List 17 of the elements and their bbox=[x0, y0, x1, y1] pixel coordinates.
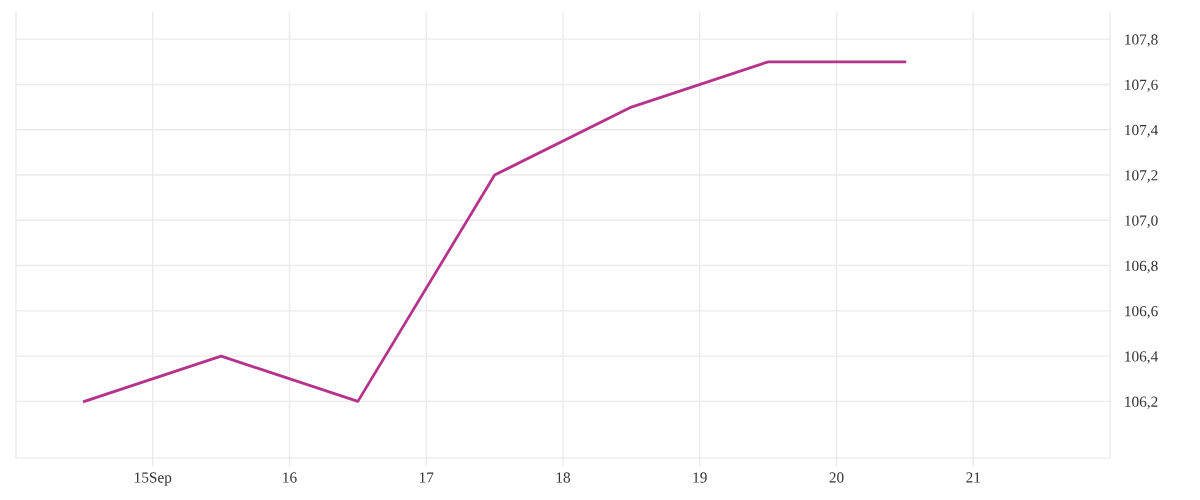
y-tick-label: 107,6 bbox=[1125, 79, 1158, 93]
x-tick-label: 18 bbox=[556, 472, 571, 483]
x-tick-label: 17 bbox=[419, 472, 434, 483]
y-tick-label: 106,6 bbox=[1125, 305, 1158, 319]
y-tick-label: 106,8 bbox=[1125, 260, 1158, 274]
x-tick-label: 21 bbox=[966, 472, 980, 483]
x-tick-label: 19 bbox=[693, 472, 707, 483]
line-series bbox=[82, 60, 907, 403]
x-tick-label: 15Sep bbox=[135, 472, 172, 486]
y-tick-label: 106,4 bbox=[1125, 351, 1159, 364]
y-tick-label: 107,8 bbox=[1125, 34, 1158, 47]
y-tick-label: 106,2 bbox=[1125, 396, 1158, 410]
y-tick-label: 107,4 bbox=[1125, 124, 1159, 138]
x-tick-label: 16 bbox=[283, 472, 297, 483]
y-tick-label: 107,2 bbox=[1125, 170, 1158, 183]
y-tick-label: 107,0 bbox=[1125, 215, 1158, 228]
x-tick-label: 20 bbox=[829, 472, 844, 483]
